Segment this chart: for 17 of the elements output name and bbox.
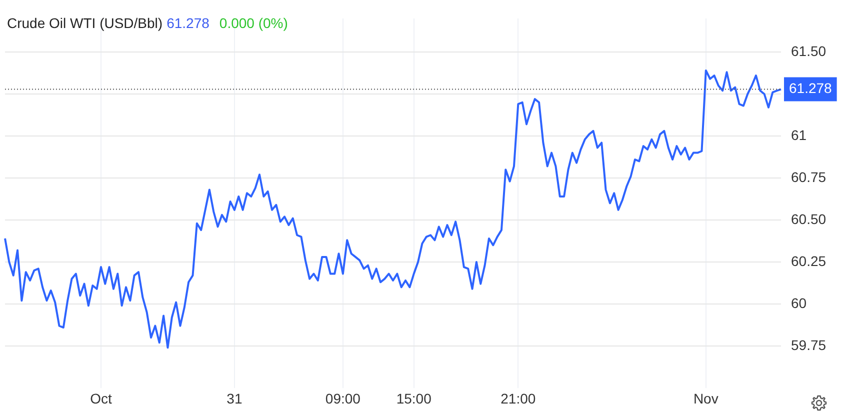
y-tick-label: 60.25 — [791, 252, 826, 269]
x-tick-label: 09:00 — [325, 390, 361, 406]
x-tick-label: 31 — [226, 390, 242, 406]
y-tick-label: 61 — [791, 126, 807, 143]
annotation: 61.278 — [166, 15, 210, 31]
y-tick-label: 60.50 — [791, 210, 826, 227]
x-tick-label: 21:00 — [500, 390, 536, 406]
annotation: 0.000 (0%) — [219, 15, 288, 31]
y-tick-label: 60.75 — [791, 168, 826, 185]
ref-line-label: 61.278 — [789, 80, 832, 96]
y-tick-label: 60 — [791, 294, 807, 311]
x-tick-label: Nov — [693, 390, 718, 406]
chart-title: Crude Oil WTI (USD/Bbl) — [7, 15, 163, 31]
y-tick-label: 59.75 — [791, 336, 826, 353]
y-tick-label: 61.50 — [791, 42, 826, 59]
x-tick-label: Oct — [90, 390, 112, 406]
x-tick-label: 15:00 — [396, 390, 432, 406]
